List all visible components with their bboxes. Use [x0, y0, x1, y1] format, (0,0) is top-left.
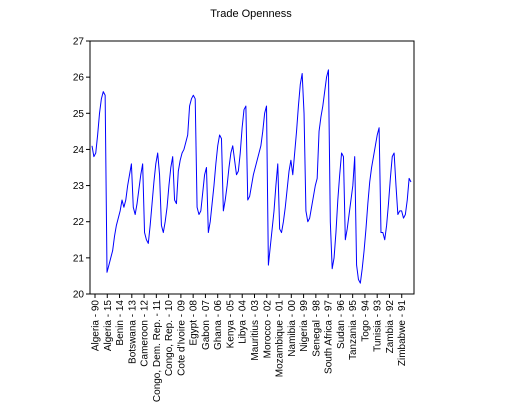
y-tick-label: 27 [73, 37, 85, 48]
x-tick-label: Zimbabwe - 91 [397, 300, 408, 367]
x-tick-label: Botswana - 13 [127, 300, 138, 364]
series-layer [91, 69, 412, 284]
x-tick-label: Tunisia - 93 [373, 300, 384, 352]
y-tick-label: 22 [73, 217, 85, 228]
y-tick-label: 26 [73, 73, 85, 84]
x-tick-label: Senegal - 98 [311, 300, 322, 357]
x-tick-label: Benin - 14 [115, 300, 126, 346]
x-tick-label: Namibia - 00 [287, 300, 298, 357]
y-axis: 20 21 22 23 24 25 26 27 [73, 37, 90, 301]
x-tick-label: Egypt - 08 [189, 300, 200, 346]
x-tick-label: Zambia - 92 [385, 300, 396, 354]
x-tick-label: Congo, Dem. Rep. - 11 [152, 300, 163, 403]
chart-title: Trade Openness [210, 8, 292, 20]
x-tick-label: South Africa - 97 [324, 300, 335, 374]
x-tick-label: Cameroon - 12 [140, 300, 151, 367]
x-tick-label: Algeria - 15 [103, 300, 114, 352]
x-tick-label: Morocco - 02 [262, 300, 273, 359]
x-tick-label: Togo - 94 [360, 300, 371, 342]
x-tick-label: Ghana - 06 [213, 300, 224, 350]
x-tick-label: Mozambique - 01 [275, 300, 286, 378]
y-tick-label: 21 [73, 253, 85, 264]
plot-frame [89, 40, 415, 295]
y-tick-label: 24 [73, 145, 85, 156]
x-tick-label: Sudan - 96 [336, 300, 347, 349]
x-tick-label: Mauritius - 03 [250, 300, 261, 361]
y-tick-label: 20 [73, 290, 85, 301]
x-tick-label: Congo, Rep. - 10 [164, 300, 175, 377]
x-axis: Algeria - 90 Algeria - 15 Benin - 14 Botswa… [91, 294, 408, 403]
series-line-trade-openness [91, 69, 412, 284]
x-tick-label: Algeria - 90 [91, 300, 102, 352]
y-tick-label: 23 [73, 181, 85, 192]
x-tick-label: Tanzania - 95 [348, 300, 359, 360]
x-tick-label: Cote d'Ivoire - 09 [176, 300, 187, 376]
x-tick-label: Libya - 04 [238, 300, 249, 344]
y-tick-label: 25 [73, 109, 85, 120]
x-tick-label: Nigeria - 99 [299, 300, 310, 352]
x-tick-label: Kenya - 05 [225, 300, 236, 349]
x-tick-label: Gabon - 07 [201, 300, 212, 350]
